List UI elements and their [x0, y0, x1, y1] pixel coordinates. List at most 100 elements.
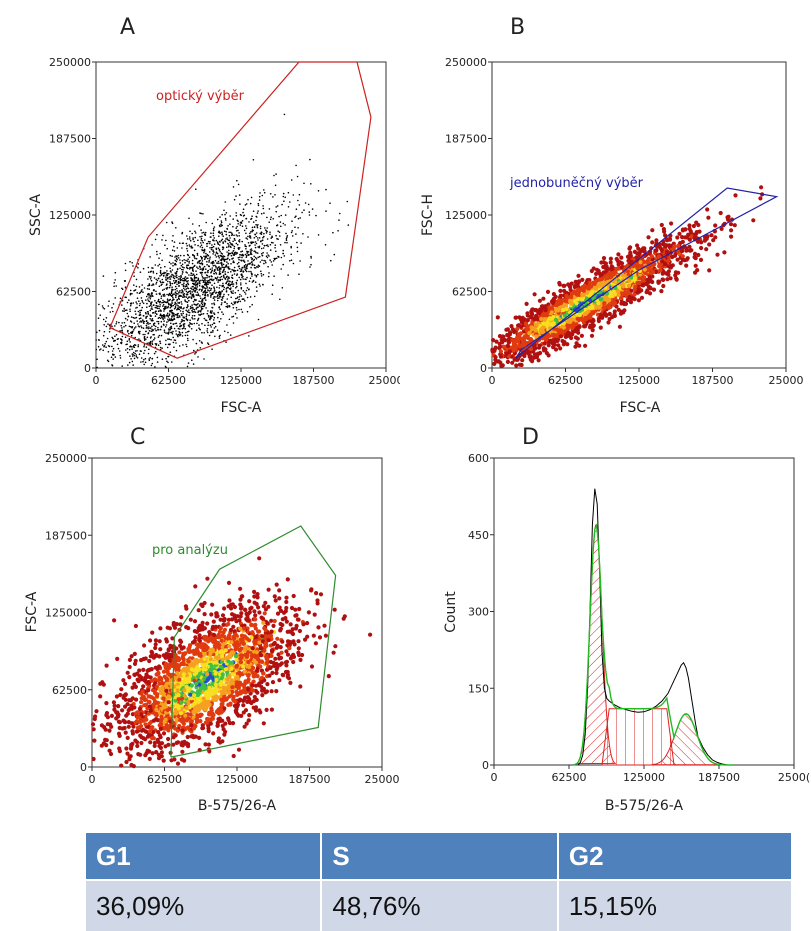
data-point — [236, 274, 238, 276]
data-point — [224, 240, 226, 242]
data-point — [172, 249, 174, 251]
data-point — [208, 241, 210, 243]
data-point — [213, 302, 215, 304]
data-point — [111, 346, 113, 348]
data-point — [170, 323, 172, 325]
data-point — [142, 291, 144, 293]
data-point — [162, 318, 164, 320]
data-point — [254, 237, 256, 239]
data-point — [145, 331, 147, 333]
data-point — [198, 279, 200, 281]
data-point — [243, 298, 245, 300]
data-point — [669, 276, 673, 280]
data-point — [213, 291, 215, 293]
data-point — [318, 190, 320, 192]
data-point — [222, 297, 224, 299]
data-point — [251, 231, 253, 233]
data-point — [244, 292, 246, 294]
data-point — [201, 308, 203, 310]
data-point — [578, 313, 582, 317]
data-point — [173, 315, 175, 317]
data-point — [263, 263, 265, 265]
data-point — [167, 275, 169, 277]
data-point — [632, 293, 636, 297]
data-point — [696, 223, 700, 227]
data-point — [681, 258, 685, 262]
data-point — [230, 291, 232, 293]
data-point — [290, 254, 292, 256]
data-point — [114, 335, 116, 337]
data-point — [203, 313, 205, 315]
data-point — [261, 273, 263, 275]
data-point — [240, 215, 242, 217]
data-point — [219, 241, 221, 243]
data-point — [153, 334, 155, 336]
data-point — [182, 296, 184, 298]
data-point — [151, 285, 153, 287]
data-point — [155, 264, 157, 266]
data-point — [202, 268, 204, 270]
data-point — [168, 294, 170, 296]
data-point — [235, 252, 237, 254]
data-point — [156, 302, 158, 304]
data-point — [120, 325, 122, 327]
data-point — [108, 345, 110, 347]
data-point — [207, 324, 209, 326]
data-point — [248, 221, 250, 223]
data-point — [142, 301, 144, 303]
data-point — [286, 242, 288, 244]
data-point — [699, 240, 703, 244]
data-point — [223, 289, 225, 291]
data-point — [251, 304, 253, 306]
data-point — [610, 315, 614, 319]
data-point — [169, 287, 171, 289]
data-point — [244, 267, 246, 269]
data-point — [265, 229, 267, 231]
data-point — [543, 341, 547, 345]
x-tick-label: 0 — [93, 374, 100, 387]
data-point — [169, 329, 171, 331]
data-point — [172, 265, 174, 267]
data-point — [233, 248, 235, 250]
data-point — [271, 264, 273, 266]
data-point — [128, 333, 130, 335]
data-point — [199, 295, 201, 297]
data-point — [199, 225, 201, 227]
data-point — [338, 219, 340, 221]
data-point — [203, 232, 205, 234]
data-point — [156, 343, 158, 345]
data-point — [159, 306, 161, 308]
data-point — [163, 273, 165, 275]
data-point — [234, 267, 236, 269]
data-point — [224, 259, 226, 261]
data-point — [230, 247, 232, 249]
data-point — [268, 272, 270, 274]
data-point — [242, 278, 244, 280]
data-point — [210, 268, 212, 270]
data-point — [673, 254, 677, 258]
data-point — [589, 284, 593, 288]
data-point — [210, 272, 212, 274]
data-point — [156, 293, 158, 295]
data-point — [178, 291, 180, 293]
data-point — [216, 273, 218, 275]
data-point — [264, 227, 266, 229]
data-point — [263, 212, 265, 214]
data-point — [158, 308, 160, 310]
data-point — [242, 212, 244, 214]
data-point — [195, 294, 197, 296]
data-point — [164, 244, 166, 246]
data-point — [205, 299, 207, 301]
data-point — [193, 283, 195, 285]
data-point — [676, 244, 680, 248]
data-point — [283, 193, 285, 195]
data-point — [125, 349, 127, 351]
data-point — [155, 305, 157, 307]
data-point — [236, 280, 238, 282]
data-point — [133, 317, 135, 319]
data-point — [257, 274, 259, 276]
data-point — [658, 268, 662, 272]
data-point — [135, 301, 137, 303]
data-point — [284, 114, 286, 116]
data-point — [232, 281, 234, 283]
